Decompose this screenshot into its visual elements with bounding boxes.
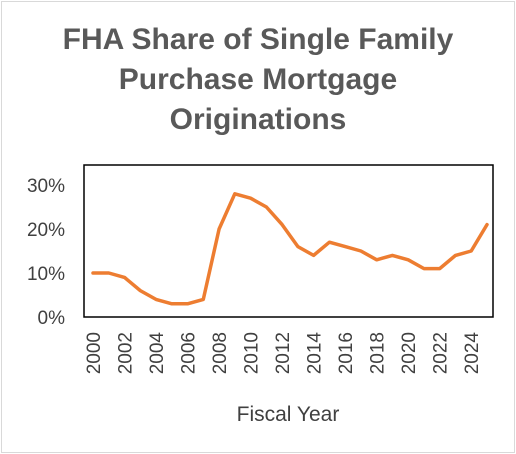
x-tick-label: 2002 <box>116 332 137 374</box>
x-tick-label: 2018 <box>368 332 389 374</box>
y-tick-label: 10% <box>27 264 65 285</box>
chart-title-line-2: Purchase Mortgage <box>119 63 397 96</box>
x-axis-ticks: 2000 2002 2004 2006 2008 2010 2012 2014 2016 2018… <box>84 332 483 375</box>
x-tick-label: 2024 <box>462 332 483 375</box>
y-tick-label: 30% <box>27 176 65 197</box>
x-axis-title: Fiscal Year <box>237 403 340 426</box>
x-tick-label: 2016 <box>336 332 357 374</box>
chart-title-line-1: FHA Share of Single Family <box>63 23 454 56</box>
series-layer <box>91 192 489 306</box>
y-tick-label: 0% <box>38 308 66 329</box>
x-tick-label: 2022 <box>431 332 452 374</box>
x-tick-label: 2014 <box>305 332 326 375</box>
series-line <box>91 192 489 306</box>
chart-title-line-3: Originations <box>170 103 347 136</box>
plot-area <box>83 164 494 318</box>
x-tick-label: 2010 <box>242 332 263 374</box>
x-tick-label: 2006 <box>179 332 200 374</box>
x-tick-label: 2000 <box>84 332 105 374</box>
x-tick-label: 2012 <box>273 332 294 374</box>
x-tick-label: 2008 <box>210 332 231 374</box>
y-tick-label: 20% <box>27 220 65 241</box>
x-tick-label: 2004 <box>147 332 168 375</box>
x-tick-label: 2020 <box>399 332 420 374</box>
y-axis-ticks: 0% 10% 20% 30% <box>27 176 65 329</box>
